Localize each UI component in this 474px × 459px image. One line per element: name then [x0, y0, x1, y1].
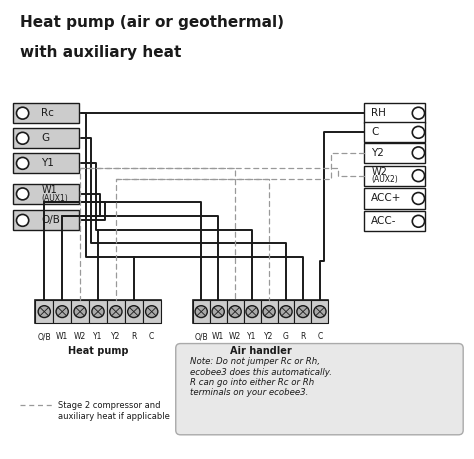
Circle shape: [74, 306, 86, 318]
Text: G: G: [283, 332, 289, 341]
FancyBboxPatch shape: [13, 210, 79, 230]
Circle shape: [17, 107, 29, 119]
Text: Y1: Y1: [247, 332, 257, 341]
Circle shape: [212, 306, 224, 318]
FancyBboxPatch shape: [364, 122, 426, 142]
Text: C: C: [149, 332, 155, 341]
Circle shape: [17, 157, 29, 169]
Circle shape: [314, 306, 326, 318]
Circle shape: [17, 214, 29, 226]
FancyBboxPatch shape: [13, 153, 79, 174]
Text: auxiliary heat if applicable: auxiliary heat if applicable: [58, 412, 170, 421]
Bar: [244, 300, 261, 323]
Text: Rc: Rc: [41, 108, 55, 118]
Circle shape: [297, 306, 309, 318]
FancyBboxPatch shape: [13, 128, 79, 148]
Text: O/B: O/B: [37, 332, 51, 341]
FancyBboxPatch shape: [364, 143, 426, 163]
Text: C: C: [371, 127, 379, 137]
Bar: [36, 300, 53, 323]
Text: W1: W1: [41, 185, 57, 195]
Text: Note: Do not jumper Rc or Rh,
ecobee3 does this automatically.
R can go into eit: Note: Do not jumper Rc or Rh, ecobee3 do…: [190, 357, 332, 397]
Bar: [311, 300, 328, 323]
Circle shape: [92, 306, 104, 318]
Text: G: G: [41, 133, 50, 143]
Text: RH: RH: [371, 108, 386, 118]
Text: W1: W1: [212, 332, 224, 341]
FancyBboxPatch shape: [176, 343, 463, 435]
FancyBboxPatch shape: [364, 166, 426, 186]
Text: Y2: Y2: [264, 332, 273, 341]
Text: Y2: Y2: [371, 148, 384, 158]
Circle shape: [263, 306, 275, 318]
Circle shape: [412, 215, 425, 227]
Circle shape: [280, 306, 292, 318]
Bar: [294, 300, 311, 323]
Text: Y2: Y2: [111, 332, 120, 341]
Text: Stage 2 compressor and: Stage 2 compressor and: [58, 401, 160, 409]
Circle shape: [110, 306, 122, 318]
Text: Y1: Y1: [93, 332, 103, 341]
Text: (AUX2): (AUX2): [371, 175, 398, 184]
Bar: [71, 300, 89, 323]
Bar: [89, 300, 107, 323]
Text: (AUX1): (AUX1): [41, 194, 68, 203]
Bar: [227, 300, 244, 323]
Text: C: C: [317, 332, 323, 341]
Circle shape: [17, 132, 29, 144]
Bar: [36, 300, 161, 323]
Circle shape: [412, 147, 425, 159]
Circle shape: [128, 306, 140, 318]
Bar: [53, 300, 71, 323]
Bar: [193, 300, 210, 323]
Bar: [143, 300, 161, 323]
Text: Air handler: Air handler: [230, 346, 292, 356]
Circle shape: [412, 126, 425, 138]
Text: W2: W2: [371, 167, 387, 177]
Circle shape: [56, 306, 68, 318]
Text: ACC-: ACC-: [371, 216, 397, 226]
Circle shape: [195, 306, 207, 318]
Bar: [261, 300, 277, 323]
Text: Heat pump (air or geothermal): Heat pump (air or geothermal): [20, 15, 284, 30]
Bar: [125, 300, 143, 323]
Bar: [277, 300, 294, 323]
Circle shape: [412, 107, 425, 119]
Circle shape: [146, 306, 158, 318]
Circle shape: [412, 192, 425, 204]
FancyBboxPatch shape: [13, 184, 79, 204]
Text: W2: W2: [74, 332, 86, 341]
Bar: [210, 300, 227, 323]
Circle shape: [229, 306, 241, 318]
Text: Y1: Y1: [41, 158, 55, 168]
Circle shape: [17, 188, 29, 200]
Text: O/B: O/B: [194, 332, 208, 341]
Circle shape: [246, 306, 258, 318]
Circle shape: [38, 306, 50, 318]
Bar: [107, 300, 125, 323]
Text: O/B: O/B: [41, 215, 60, 225]
Text: W2: W2: [229, 332, 241, 341]
Text: R: R: [301, 332, 306, 341]
FancyBboxPatch shape: [364, 189, 426, 208]
Text: W1: W1: [56, 332, 68, 341]
FancyBboxPatch shape: [364, 103, 426, 123]
Text: with auxiliary heat: with auxiliary heat: [20, 45, 182, 60]
Text: ACC+: ACC+: [371, 194, 401, 203]
Bar: [193, 300, 328, 323]
FancyBboxPatch shape: [13, 103, 79, 123]
FancyBboxPatch shape: [364, 211, 426, 231]
Text: R: R: [131, 332, 137, 341]
Text: Heat pump: Heat pump: [68, 346, 128, 356]
Circle shape: [412, 170, 425, 182]
